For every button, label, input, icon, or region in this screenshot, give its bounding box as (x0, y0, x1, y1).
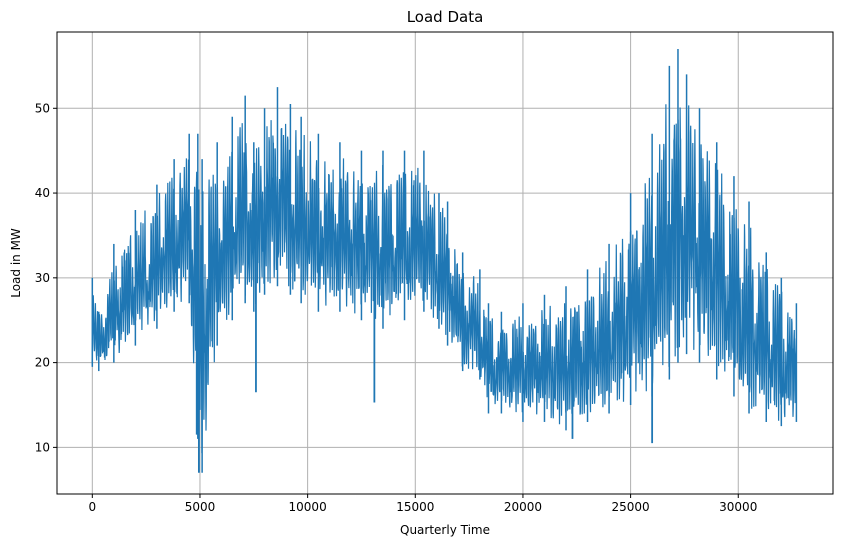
y-axis-label: Load in MW (9, 228, 23, 298)
load-series-line (91, 104, 797, 454)
x-ticks: 0 5000 10000 15000 20000 25000 30000 (88, 494, 757, 514)
y-tick-label: 20 (35, 356, 50, 370)
x-tick-label: 30000 (719, 500, 757, 514)
y-ticks: 10 20 30 40 50 (35, 101, 57, 454)
y-tick-label: 10 (35, 440, 50, 454)
x-tick-label: 10000 (289, 500, 327, 514)
y-tick-label: 40 (35, 186, 50, 200)
x-tick-label: 5000 (185, 500, 216, 514)
x-tick-label: 20000 (504, 500, 542, 514)
x-tick-label: 15000 (396, 500, 434, 514)
chart-title: Load Data (407, 8, 484, 26)
x-axis-label: Quarterly Time (400, 523, 490, 537)
plot-frame (56, 31, 834, 495)
line-series (91, 48, 798, 473)
x-tick-label: 25000 (612, 500, 650, 514)
y-tick-label: 30 (35, 271, 50, 285)
x-tick-label: 0 (88, 500, 96, 514)
y-tick-label: 50 (35, 101, 50, 115)
